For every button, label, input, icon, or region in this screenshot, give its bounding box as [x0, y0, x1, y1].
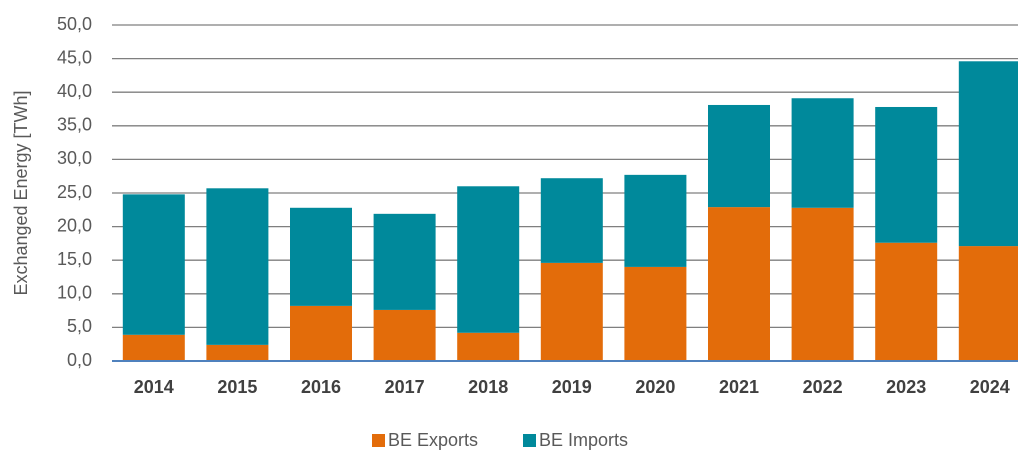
- bar: [206, 188, 269, 345]
- y-tick-label: 40,0: [57, 81, 92, 101]
- bar: [875, 242, 938, 361]
- x-tick-label: 2015: [217, 377, 257, 397]
- y-tick-label: 0,0: [67, 350, 92, 370]
- bar: [373, 213, 436, 310]
- legend-swatch: [523, 434, 536, 447]
- y-tick-label: 25,0: [57, 182, 92, 202]
- bar: [540, 178, 603, 263]
- bar: [708, 104, 770, 208]
- y-tick-label: 45,0: [57, 47, 92, 67]
- y-tick-label: 15,0: [57, 249, 92, 269]
- y-tick-label: 30,0: [57, 148, 92, 168]
- bar: [122, 194, 185, 335]
- x-tick-label: 2016: [301, 377, 341, 397]
- bar: [457, 332, 520, 361]
- x-tick-label: 2018: [468, 377, 508, 397]
- bar: [290, 207, 352, 306]
- x-tick-label: 2014: [134, 377, 174, 397]
- legend-label: BE Imports: [539, 430, 628, 450]
- y-tick-label: 5,0: [67, 316, 92, 336]
- y-tick-label: 10,0: [57, 283, 92, 303]
- x-tick-label: 2021: [719, 377, 759, 397]
- bar: [122, 334, 185, 361]
- bar: [958, 246, 1018, 361]
- x-tick-label: 2024: [970, 377, 1010, 397]
- bar: [791, 207, 854, 361]
- y-tick-label: 50,0: [57, 14, 92, 34]
- x-tick-label: 2019: [552, 377, 592, 397]
- bar: [290, 305, 352, 361]
- x-tick-label: 2020: [635, 377, 675, 397]
- x-tick-label: 2023: [886, 377, 926, 397]
- x-tick-label: 2022: [803, 377, 843, 397]
- bar: [206, 344, 269, 361]
- bar: [540, 262, 603, 361]
- bar: [624, 174, 687, 267]
- bar: [373, 309, 436, 361]
- legend-swatch: [372, 434, 385, 447]
- legend-label: BE Exports: [388, 430, 478, 450]
- bar: [958, 61, 1018, 247]
- x-tick-label: 2017: [385, 377, 425, 397]
- bar: [875, 106, 938, 243]
- y-tick-label: 20,0: [57, 215, 92, 235]
- y-tick-label: 35,0: [57, 115, 92, 135]
- bar: [457, 186, 520, 333]
- bar: [791, 98, 854, 208]
- bar: [624, 266, 687, 361]
- y-axis-label: Exchanged Energy [TWh]: [11, 90, 31, 295]
- bar: [708, 207, 770, 361]
